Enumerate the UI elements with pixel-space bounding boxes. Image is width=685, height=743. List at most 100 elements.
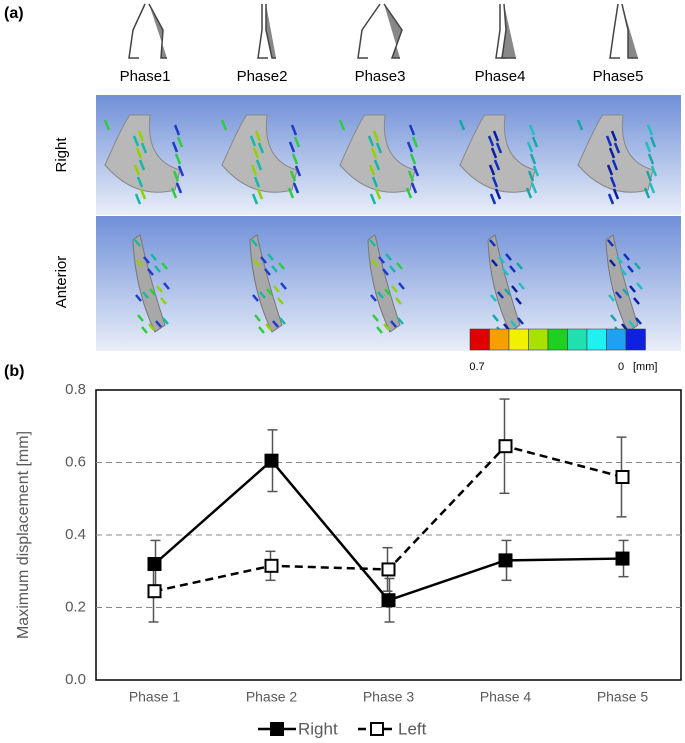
arrow — [260, 256, 267, 264]
arrow — [530, 182, 538, 194]
bone-shape — [221, 114, 298, 193]
arrow — [139, 188, 147, 200]
arrow — [251, 239, 258, 247]
arrow — [608, 147, 616, 159]
y-tick-label: 0.4 — [65, 526, 86, 543]
bone-shape — [132, 234, 166, 333]
y-tick-label: 0.2 — [65, 598, 86, 615]
marker — [264, 453, 279, 468]
arrow — [287, 187, 295, 199]
arrow — [134, 193, 142, 205]
arrow — [489, 193, 497, 205]
arrow — [526, 141, 534, 153]
view-label: Right — [53, 137, 70, 173]
arrow — [371, 259, 378, 267]
x-tick-label: Phase 5 — [597, 689, 649, 705]
arrow — [273, 285, 280, 293]
arrow — [610, 314, 617, 322]
colorbar-cell — [547, 328, 568, 351]
arrow — [610, 130, 618, 142]
arrow — [649, 136, 657, 148]
arrow — [160, 297, 167, 305]
arrow — [289, 170, 297, 182]
arrow — [277, 297, 284, 305]
y-tick-label: 0.8 — [65, 381, 86, 398]
arrow — [504, 288, 511, 296]
arrow — [370, 147, 378, 159]
colorbar-label: 0 — [618, 361, 624, 373]
marker — [381, 593, 396, 608]
arrow — [220, 119, 228, 131]
colorbar-label: 0.7 — [469, 361, 484, 373]
arrow — [375, 142, 383, 154]
x-tick-label: Phase 4 — [480, 689, 532, 705]
legend-label: Left — [398, 719, 427, 738]
arrow — [490, 147, 498, 159]
arrow — [133, 164, 141, 176]
arrow — [488, 164, 496, 176]
marker — [498, 439, 513, 454]
legend-marker — [270, 722, 284, 736]
bone-shape — [367, 234, 401, 333]
arrow — [253, 259, 260, 267]
arrow — [396, 262, 403, 270]
phase-label: Phase3 — [355, 68, 406, 85]
arrow — [256, 188, 264, 200]
arrow — [259, 291, 266, 299]
arrow — [372, 314, 379, 322]
arrow — [650, 165, 658, 177]
arrow — [576, 119, 584, 131]
arrow — [292, 182, 300, 194]
phase-label: Phase1 — [120, 68, 171, 85]
arrow — [172, 170, 180, 182]
arrow — [410, 182, 418, 194]
arrow — [264, 268, 271, 276]
arrow — [147, 268, 154, 276]
arrow — [636, 282, 643, 290]
arrow — [142, 291, 149, 299]
arrow — [405, 187, 413, 199]
arrow — [458, 119, 466, 131]
arrow — [132, 135, 140, 147]
arrow — [489, 239, 496, 247]
arrow — [518, 282, 525, 290]
stick-leg — [621, 3, 638, 59]
arrow — [136, 259, 143, 267]
arrow — [266, 288, 273, 296]
arrow — [171, 141, 179, 153]
arrow — [495, 142, 503, 154]
colorbar-cell — [528, 328, 549, 351]
arrow — [177, 165, 185, 177]
stick-leg — [357, 3, 381, 59]
arrow — [609, 176, 617, 188]
arrow — [176, 136, 184, 148]
y-tick-label: 0.0 — [65, 671, 86, 688]
arrow — [280, 282, 287, 290]
arrow — [252, 294, 259, 302]
arrow — [648, 182, 656, 194]
arrow — [629, 285, 636, 293]
bone-shape — [249, 234, 283, 333]
arrow — [622, 288, 629, 296]
arrow — [279, 317, 286, 325]
arrow — [643, 187, 651, 199]
marker — [147, 584, 162, 599]
stick-leg — [265, 4, 276, 59]
arrow — [644, 141, 652, 153]
colorbar-unit: [mm] — [633, 361, 657, 373]
arrow — [487, 135, 495, 147]
colorbar-cell — [469, 328, 490, 351]
arrow — [136, 176, 144, 188]
arrow — [529, 153, 537, 165]
arrow — [373, 159, 381, 171]
arrow — [249, 135, 257, 147]
arrow — [511, 285, 518, 293]
arrow — [170, 187, 178, 199]
stick-leg — [128, 3, 146, 59]
arrow — [611, 159, 619, 171]
arrow — [271, 265, 278, 273]
arrow — [613, 142, 621, 154]
view-label: Anterior — [53, 256, 70, 309]
arrow — [390, 320, 397, 328]
